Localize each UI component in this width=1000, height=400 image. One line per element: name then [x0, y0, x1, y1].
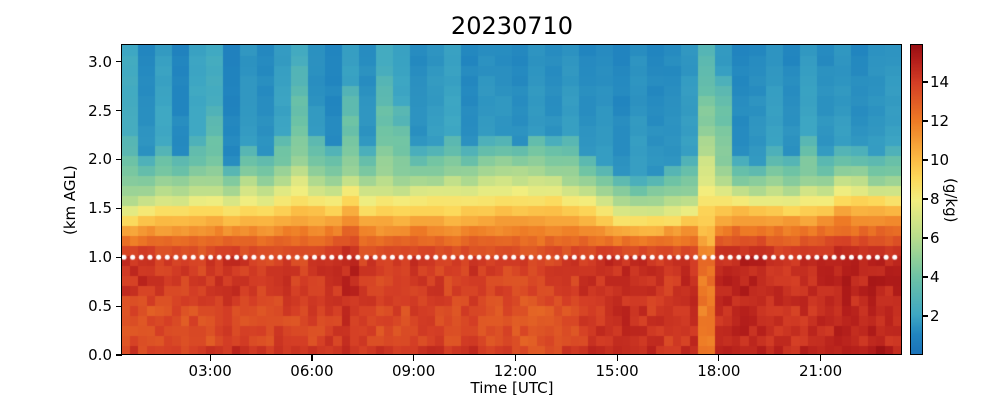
y-tick-label: 1.0	[88, 248, 112, 267]
colorbar-canvas	[911, 45, 923, 355]
colorbar-tick-mark	[923, 198, 928, 200]
colorbar-tick-label: 10	[930, 151, 950, 170]
heatmap-plot-area	[122, 45, 902, 355]
y-tick-mark	[116, 256, 122, 258]
y-tick-mark	[116, 305, 122, 307]
colorbar-label: (g/kg)	[942, 177, 960, 223]
x-tick-mark	[209, 355, 211, 361]
y-tick-mark	[116, 109, 122, 112]
y-tick-mark	[116, 207, 122, 209]
x-tick-label: 12:00	[493, 362, 537, 380]
y-tick-mark	[116, 61, 122, 63]
x-axis-label: Time [UTC]	[470, 379, 554, 397]
x-tick-label: 09:00	[392, 362, 436, 380]
y-tick-label: 0.0	[88, 346, 112, 364]
y-tick-mark	[116, 158, 122, 160]
colorbar-tick-mark	[923, 120, 928, 122]
heatmap-canvas	[122, 45, 902, 355]
colorbar-tick-label: 4	[930, 268, 940, 286]
x-tick-label: 15:00	[595, 362, 639, 380]
y-tick-label: 1.5	[88, 199, 112, 218]
x-tick-mark	[311, 355, 313, 361]
colorbar-tick-mark	[923, 159, 928, 161]
colorbar-tick-label: 6	[930, 229, 940, 248]
x-tick-label: 21:00	[798, 362, 843, 380]
x-tick-mark	[820, 355, 822, 361]
colorbar-tick-mark	[923, 237, 928, 239]
colorbar-tick-label: 12	[930, 112, 950, 131]
x-tick-mark	[616, 355, 618, 361]
colorbar-tick-mark	[923, 81, 928, 83]
y-tick-label: 0.5	[88, 297, 112, 316]
x-tick-label: 03:00	[188, 362, 232, 380]
y-tick-mark	[116, 354, 122, 356]
x-tick-label: 06:00	[290, 362, 334, 380]
x-tick-mark	[413, 355, 415, 361]
y-tick-label: 3.0	[88, 52, 112, 71]
colorbar-tick-label: 2	[930, 307, 940, 325]
colorbar-tick-label: 14	[930, 73, 950, 92]
colorbar-tick-mark	[923, 276, 928, 278]
x-tick-label: 18:00	[697, 362, 741, 380]
colorbar-tick-label: 8	[930, 190, 940, 209]
chart-title: 20230710	[450, 12, 574, 40]
colorbar	[911, 45, 923, 355]
y-tick-label: 2.5	[88, 101, 112, 120]
x-tick-mark	[718, 355, 720, 361]
y-tick-label: 2.0	[88, 150, 112, 169]
colorbar-tick-mark	[923, 315, 928, 317]
x-tick-mark	[514, 355, 516, 361]
